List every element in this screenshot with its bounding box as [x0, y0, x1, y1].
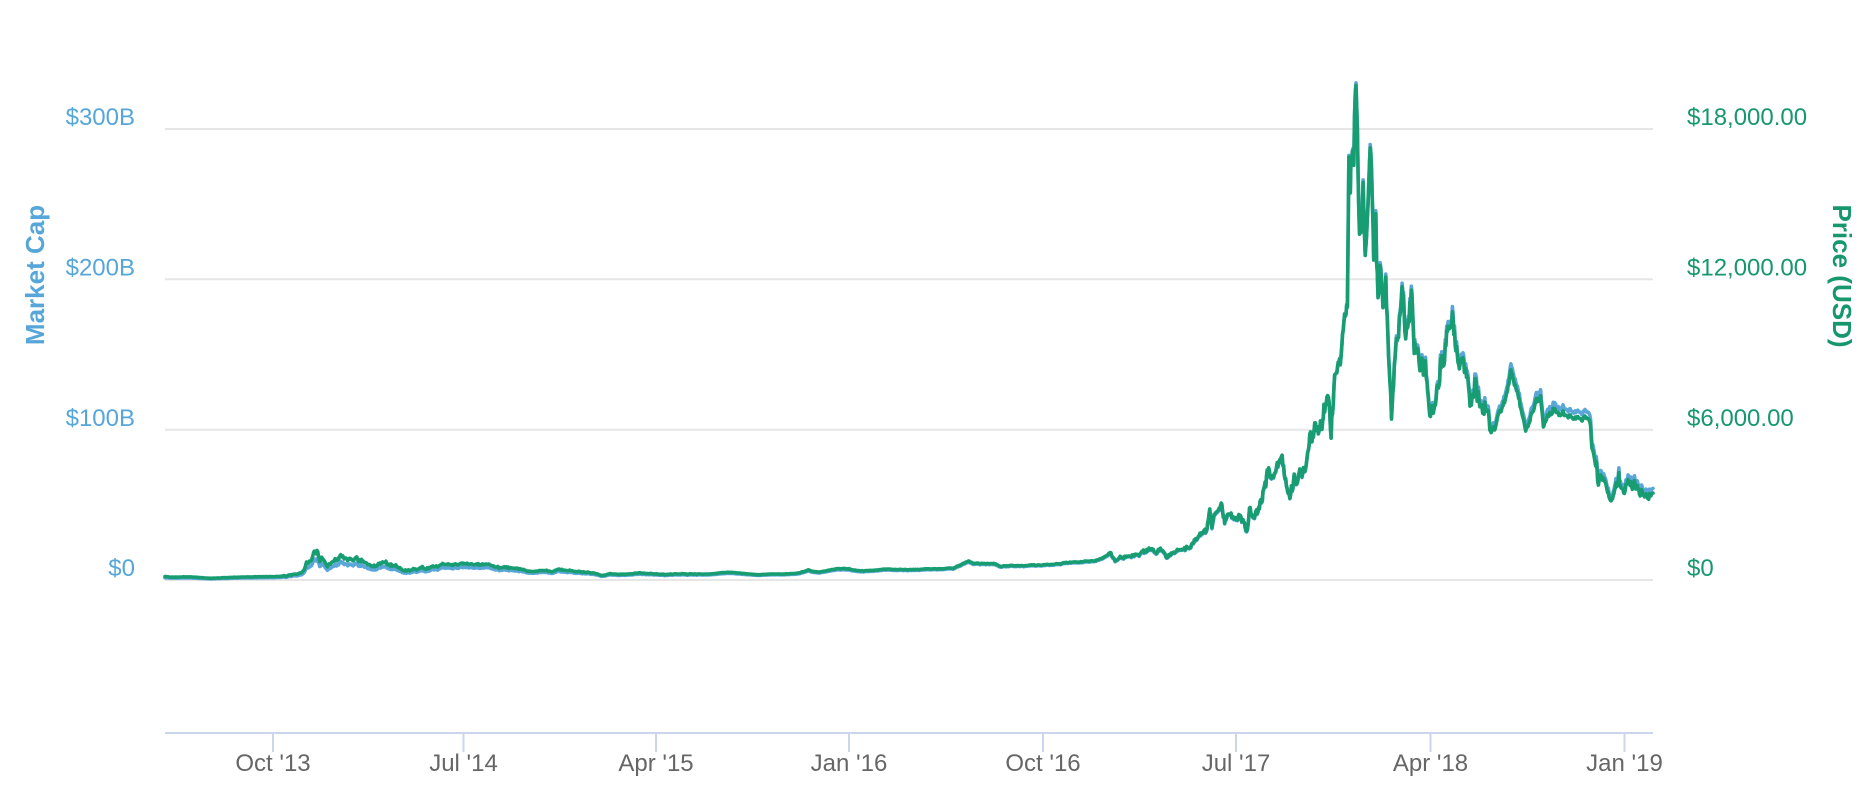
svg-text:Oct '16: Oct '16: [1005, 750, 1080, 777]
svg-text:Oct '13: Oct '13: [235, 750, 310, 777]
svg-text:$6,000.00: $6,000.00: [1687, 405, 1794, 432]
svg-text:$0: $0: [108, 555, 135, 582]
svg-text:Apr '15: Apr '15: [618, 750, 693, 777]
svg-text:Apr '18: Apr '18: [1393, 750, 1468, 777]
svg-text:Jul '14: Jul '14: [429, 750, 498, 777]
svg-text:Price (USD): Price (USD): [1827, 204, 1857, 347]
svg-text:Jan '19: Jan '19: [1586, 750, 1663, 777]
svg-text:Jul '17: Jul '17: [1202, 750, 1271, 777]
svg-text:$200B: $200B: [66, 255, 135, 282]
svg-text:Jan '16: Jan '16: [811, 750, 888, 777]
svg-text:Market Cap: Market Cap: [20, 205, 50, 345]
svg-text:$12,000.00: $12,000.00: [1687, 255, 1807, 282]
svg-text:$300B: $300B: [66, 104, 135, 131]
svg-text:$100B: $100B: [66, 405, 135, 432]
svg-text:$0: $0: [1687, 555, 1714, 582]
svg-text:$18,000.00: $18,000.00: [1687, 104, 1807, 131]
